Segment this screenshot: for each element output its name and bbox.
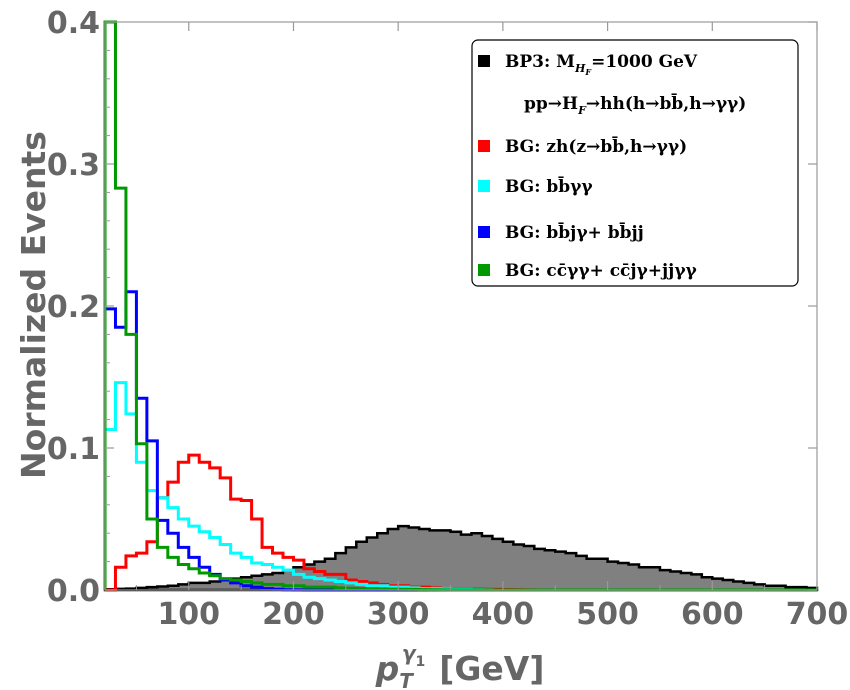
legend-label-bbjy: BG: bb̄jγ+ bb̄jj [505, 222, 644, 243]
x-axis-label-sup-sub: 1 [415, 654, 425, 670]
x-axis-label-symbol: p [375, 649, 400, 688]
x-axis-label-unit: [GeV] [439, 649, 544, 688]
legend-label-bp3-line1: BP3: MHF=1000 GeV [505, 52, 698, 77]
legend-label-bbyy: BG: bb̄γγ [505, 176, 593, 197]
legend-swatch-bbyy [478, 180, 490, 192]
series-bp3-histogram [103, 524, 819, 592]
legend: BP3: MHF=1000 GeV pp→HF→hh(h→bb̄,h→γγ) B… [471, 39, 799, 287]
legend-label-zh: BG: zh(z→bb̄,h→γγ) [505, 136, 687, 157]
series-ccyy-histogram [103, 20, 817, 592]
x-tick-label: 300 [367, 597, 430, 632]
x-axis-label-sub: T [399, 669, 414, 690]
legend-swatch-bbjy [478, 226, 490, 238]
legend-label-ccyy: BG: cc̄γγ+ cc̄jγ+jjγγ [505, 261, 698, 281]
x-axis-label: pTγ1 [GeV] [375, 641, 545, 690]
x-tick-label: 400 [472, 597, 535, 632]
y-tick-label: 0.4 [47, 6, 100, 41]
y-tick-label: 0.0 [47, 574, 100, 609]
x-tick-label: 200 [262, 597, 325, 632]
x-tick-label: 500 [576, 597, 639, 632]
legend-box [471, 39, 799, 287]
x-tick-label: 700 [786, 597, 849, 632]
legend-swatch-bp3 [478, 55, 490, 67]
legend-swatch-zh [478, 140, 490, 152]
y-tick-label: 0.2 [47, 290, 100, 325]
y-tick-label: 0.3 [47, 148, 100, 183]
legend-swatch-ccyy [478, 264, 490, 276]
y-axis-label: Normalized Events [14, 131, 53, 479]
ticks-layer: 100 200 300 400 500 600 700 0.0 0.1 0.2 0.3 0.4 [47, 6, 848, 632]
legend-label-bp3-line2: pp→HF→hh(h→bb̄,h→γγ) [524, 93, 746, 117]
series-layer [103, 20, 819, 592]
x-tick-label: 100 [157, 597, 220, 632]
x-tick-label: 600 [681, 597, 744, 632]
y-tick-label: 0.1 [47, 432, 100, 467]
x-axis-label-sup: γ [402, 641, 417, 665]
